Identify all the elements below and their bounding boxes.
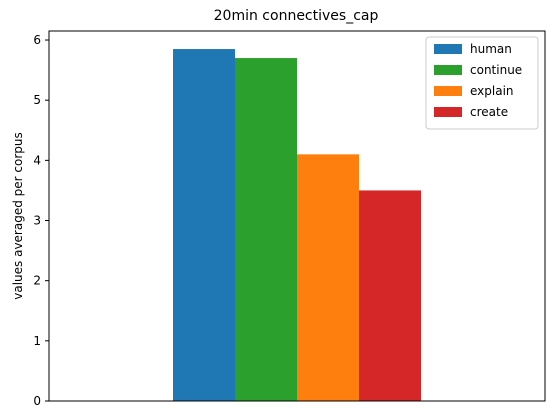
bar-create (359, 190, 421, 401)
bars-group (173, 49, 421, 402)
legend-label-human: human (470, 42, 512, 56)
y-tick-label: 4 (33, 153, 41, 167)
legend-box (425, 36, 539, 130)
y-tick-label: 1 (33, 334, 41, 348)
y-axis-label: values averaged per corpus (11, 132, 25, 300)
y-tick-label: 5 (33, 93, 41, 107)
y-tick-label: 6 (33, 33, 41, 47)
legend: human continue explain create (425, 36, 539, 130)
bar-continue (235, 58, 297, 401)
y-axis: 0 1 2 3 4 5 6 (33, 33, 49, 408)
y-tick-label: 3 (33, 214, 41, 228)
y-tick-label: 2 (33, 274, 41, 288)
legend-label-create: create (470, 105, 508, 119)
chart-title: 20min connectives_cap (214, 8, 379, 24)
legend-swatch-explain (434, 86, 462, 96)
bar-explain (297, 154, 359, 401)
legend-label-explain: explain (470, 84, 514, 98)
legend-swatch-continue (434, 65, 462, 75)
legend-label-continue: continue (470, 63, 522, 77)
legend-swatch-create (434, 107, 462, 117)
y-tick-label: 0 (33, 394, 41, 408)
bar-human (173, 49, 235, 402)
plot-frame (48, 30, 546, 402)
legend-swatch-human (434, 44, 462, 54)
